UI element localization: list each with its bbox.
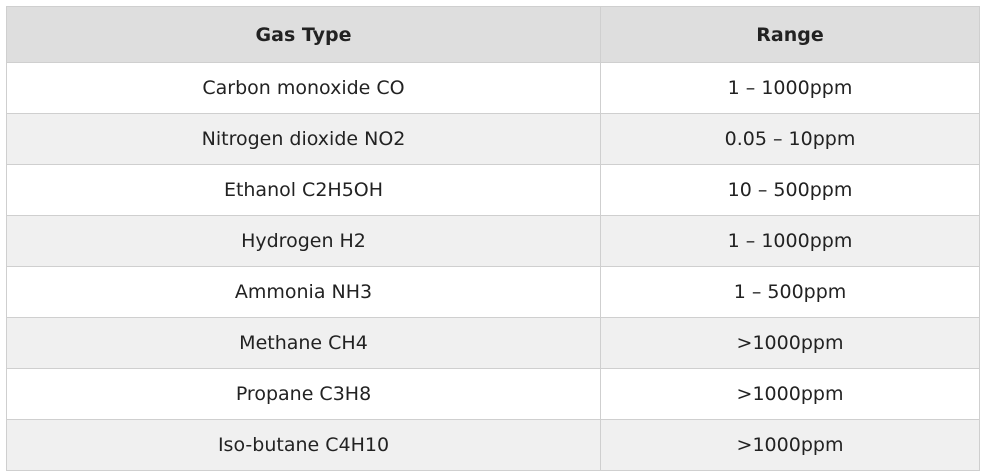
range-cell: >1000ppm bbox=[600, 419, 980, 471]
range-cell: 0.05 – 10ppm bbox=[600, 113, 980, 165]
gas-cell: Ethanol C2H5OH bbox=[6, 164, 601, 216]
range-cell: >1000ppm bbox=[600, 317, 980, 369]
table-row: Iso-butane C4H10 >1000ppm bbox=[6, 419, 980, 471]
table-row: Carbon monoxide CO 1 – 1000ppm bbox=[6, 62, 980, 114]
table-row: Nitrogen dioxide NO2 0.05 – 10ppm bbox=[6, 113, 980, 165]
gas-cell: Methane CH4 bbox=[6, 317, 601, 369]
gas-cell: Iso-butane C4H10 bbox=[6, 419, 601, 471]
table-row: Hydrogen H2 1 – 1000ppm bbox=[6, 215, 980, 267]
table-row: Methane CH4 >1000ppm bbox=[6, 317, 980, 369]
range-cell: 1 – 1000ppm bbox=[600, 215, 980, 267]
range-cell: 1 – 1000ppm bbox=[600, 62, 980, 114]
gas-cell: Nitrogen dioxide NO2 bbox=[6, 113, 601, 165]
header-row: Gas Type Range bbox=[6, 6, 980, 63]
gas-cell: Hydrogen H2 bbox=[6, 215, 601, 267]
range-cell: 10 – 500ppm bbox=[600, 164, 980, 216]
table-header: Gas Type Range bbox=[6, 6, 980, 63]
gas-cell: Propane C3H8 bbox=[6, 368, 601, 420]
gas-cell: Carbon monoxide CO bbox=[6, 62, 601, 114]
gas-range-table: Gas Type Range Carbon monoxide CO 1 – 10… bbox=[6, 6, 980, 471]
table-body: Carbon monoxide CO 1 – 1000ppm Nitrogen … bbox=[6, 62, 980, 471]
header-gas-type: Gas Type bbox=[6, 6, 601, 63]
range-cell: 1 – 500ppm bbox=[600, 266, 980, 318]
gas-cell: Ammonia NH3 bbox=[6, 266, 601, 318]
table-row: Ethanol C2H5OH 10 – 500ppm bbox=[6, 164, 980, 216]
table-row: Ammonia NH3 1 – 500ppm bbox=[6, 266, 980, 318]
table-row: Propane C3H8 >1000ppm bbox=[6, 368, 980, 420]
range-cell: >1000ppm bbox=[600, 368, 980, 420]
header-range: Range bbox=[600, 6, 980, 63]
